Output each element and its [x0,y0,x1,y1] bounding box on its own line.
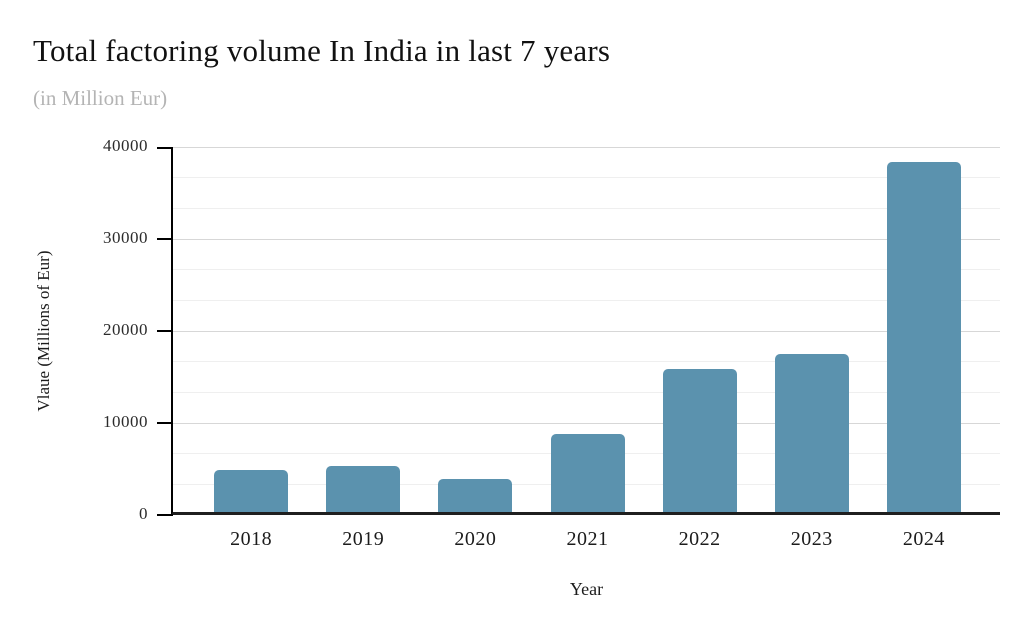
chart-subtitle: (in Million Eur) [33,86,168,110]
x-tick-label: 2021 [566,528,609,550]
y-tick-label: 20000 [103,320,148,339]
minor-gridline [173,391,1000,393]
x-tick-label: 2023 [790,528,833,550]
bar-2022 [662,368,737,512]
minor-gridline [173,207,1000,209]
bar-2024 [886,162,961,512]
bar-2021 [550,433,625,512]
x-axis-title: Year [569,579,604,599]
bar-2018 [214,470,289,512]
major-gridline [173,422,1000,424]
y-tick-label: 10000 [103,412,148,431]
x-tick-label: 2024 [902,528,945,550]
y-tick-label: 40000 [103,136,148,155]
minor-gridline [173,177,1000,179]
bar-2023 [774,353,849,512]
bar-2020 [438,479,513,512]
minor-gridline [173,361,1000,363]
y-tick-mark [157,514,173,516]
y-tick-mark [157,238,173,240]
y-tick-mark [157,330,173,332]
minor-gridline [173,299,1000,301]
x-tick-label: 2022 [678,528,721,550]
bar-2019 [326,465,401,512]
plot-area: Year 0 10000 20000 30000 40000 2018 2019 2020 20… [103,136,1000,599]
y-tick-label: 0 [139,504,148,523]
y-tick-label: 30000 [103,228,148,247]
minor-gridline [173,269,1000,271]
x-tick-label: 2018 [230,528,273,550]
major-gridline [173,147,1000,148]
chart-title: Total factoring volume In India in last … [33,33,611,68]
y-tick-mark [157,422,173,424]
y-tick-mark [157,147,173,149]
major-gridline [173,238,1000,240]
x-tick-label: 2019 [342,528,385,550]
major-gridline [173,330,1000,332]
x-tick-label: 2020 [454,528,497,550]
